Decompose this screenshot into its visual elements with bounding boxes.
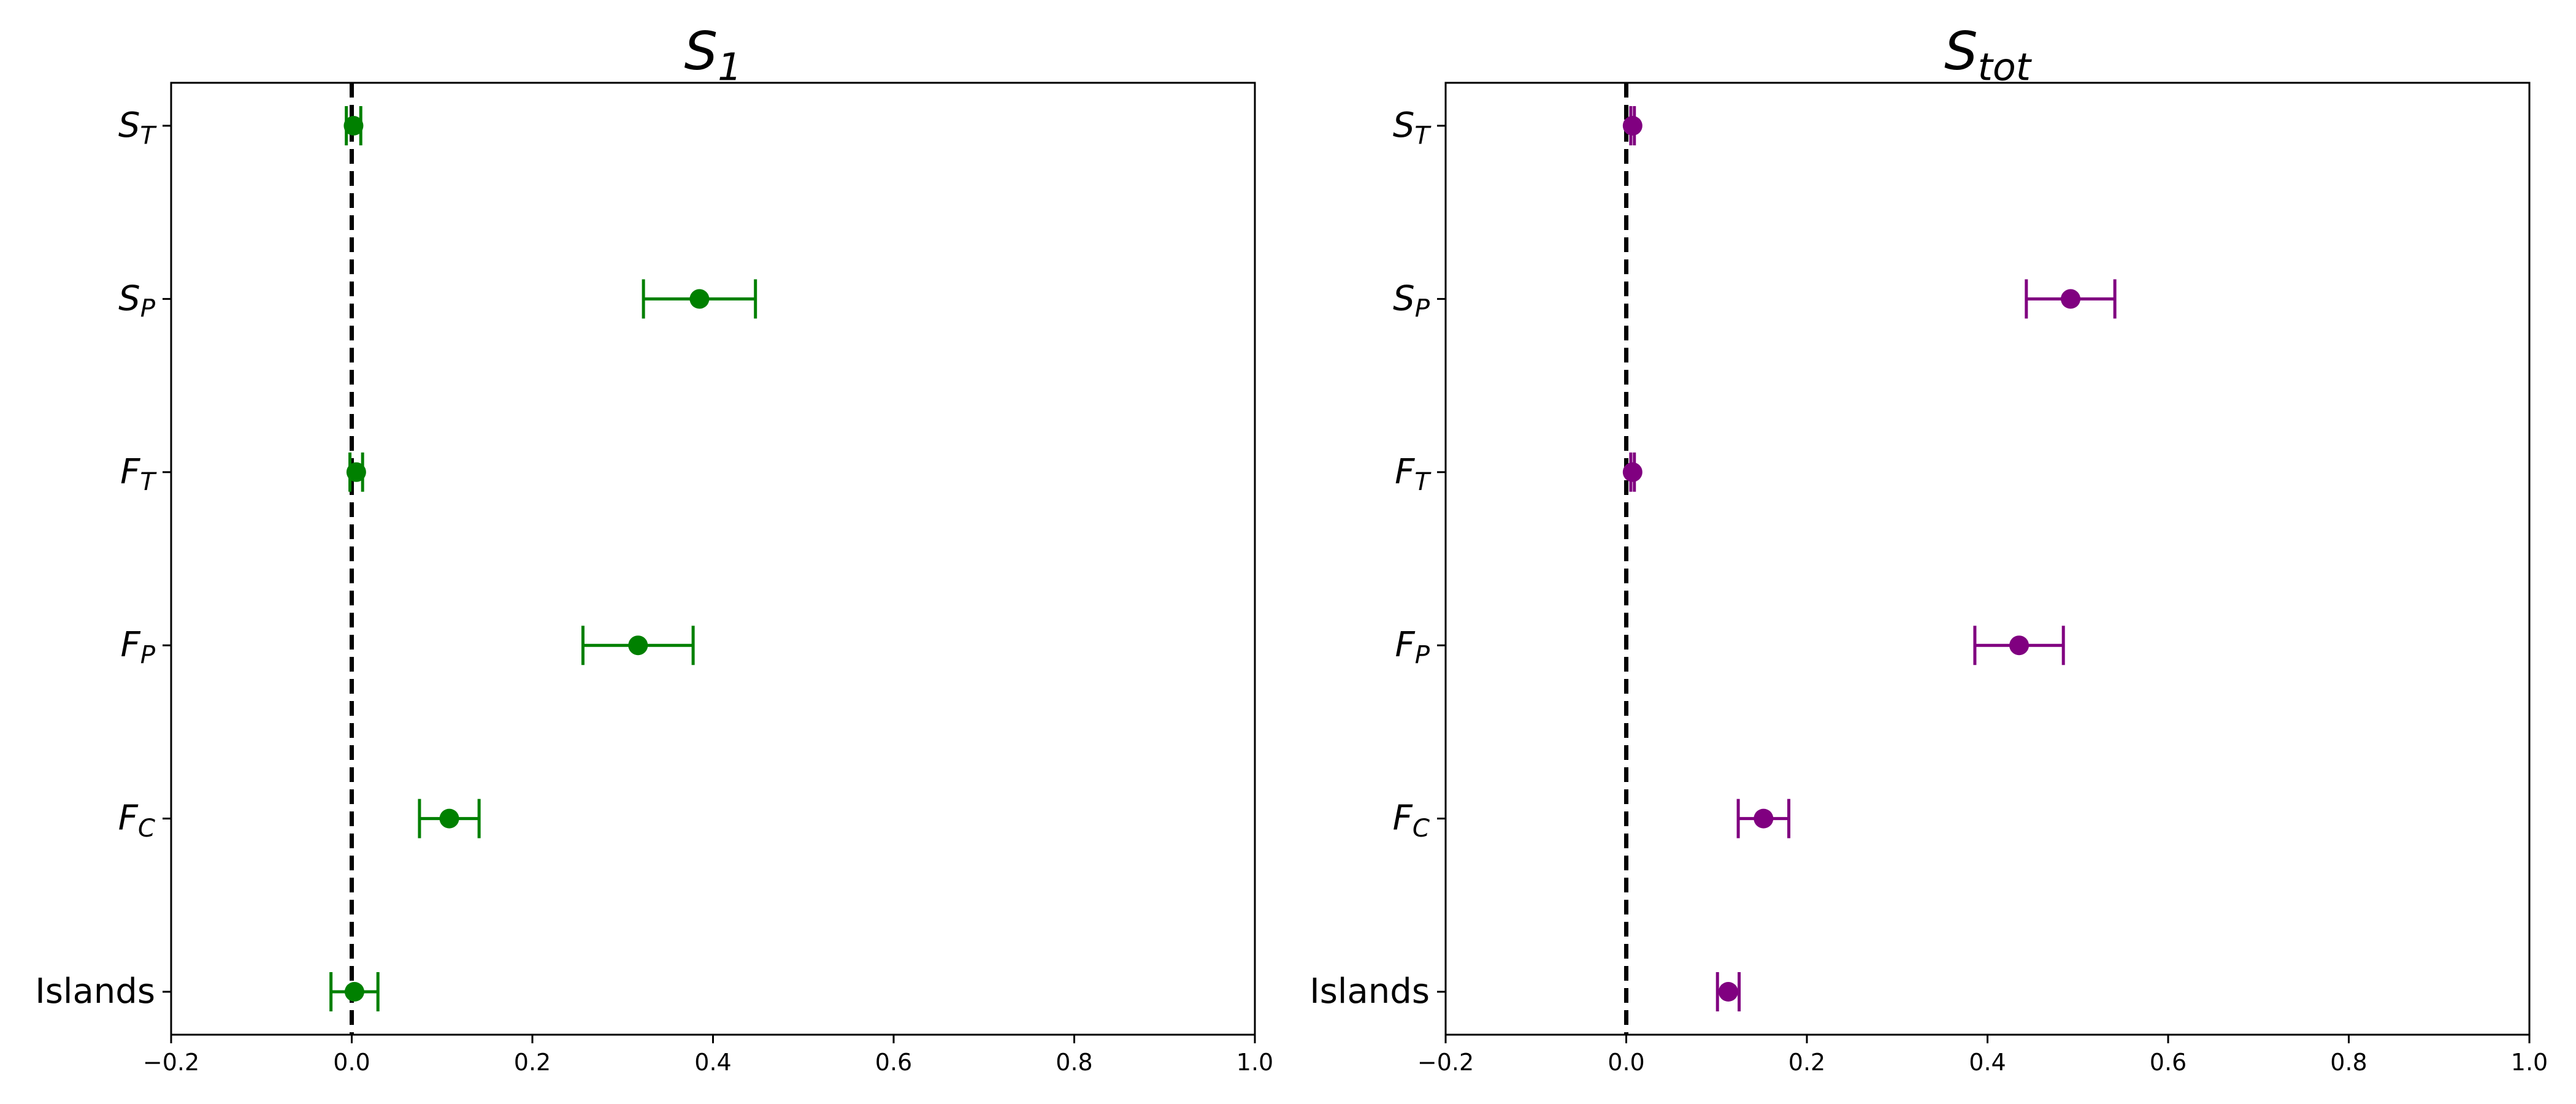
y-tick-label: FC	[1393, 799, 1430, 843]
y-tick-label-base: F	[1393, 799, 1413, 838]
y-tick-label: ST	[1393, 105, 1432, 150]
data-point	[689, 289, 710, 309]
x-tick-label: 1.0	[1236, 1049, 1273, 1076]
chart-title: Stot	[1944, 21, 2033, 89]
chart-title-base: S	[684, 21, 718, 82]
y-tick-label: Islands	[35, 972, 155, 1011]
y-tick-label-base: S	[118, 105, 140, 145]
y-tick-label-sub: P	[1415, 640, 1430, 669]
y-tick-label-base: S	[1393, 105, 1415, 145]
y-tick-label: FP	[120, 625, 155, 669]
y-tick-label: FP	[1395, 625, 1430, 669]
data-point-group	[1622, 452, 1643, 492]
y-tick-label: SP	[1393, 278, 1430, 323]
y-tick-label-sub: P	[1415, 294, 1430, 323]
chart-title-sub: 1	[718, 45, 742, 89]
plot-frame	[170, 82, 1256, 1036]
y-tick-label: FT	[120, 452, 157, 496]
x-tick-label: 0.6	[2150, 1049, 2187, 1076]
y-tick-label-sub: P	[140, 640, 156, 669]
panel-2: Stot−0.2 0.0 0.2 0.4 0.6 0.8 1.0STSPFTFPFCIsla…	[1309, 21, 2548, 1076]
chart-title-sub: tot	[1978, 45, 2033, 89]
y-tick-label-base: S	[1393, 278, 1415, 318]
y-tick-label: ST	[118, 105, 158, 150]
data-point	[346, 462, 366, 482]
y-tick-label-base: Islands	[1309, 972, 1430, 1011]
y-tick-label-base: F	[118, 799, 139, 838]
data-point-group	[581, 626, 695, 665]
x-tick-label: 0.0	[1608, 1049, 1644, 1076]
plot-frame	[1444, 82, 2531, 1036]
chart-title-base: S	[1944, 21, 1978, 82]
y-tick-label-sub: C	[138, 814, 156, 843]
y-tick-label-base: F	[1395, 625, 1415, 665]
y-tick-label: FC	[118, 799, 156, 843]
x-tick-label: −0.2	[143, 1049, 199, 1076]
y-tick-label-sub: P	[140, 294, 156, 323]
data-point	[2009, 635, 2030, 656]
data-point	[439, 808, 459, 829]
data-point-group	[1973, 626, 2065, 665]
data-point-group	[642, 279, 757, 319]
x-tick-label: −0.2	[1417, 1049, 1474, 1076]
x-tick-label: 0.2	[1788, 1049, 1825, 1076]
x-tick-label: 0.0	[333, 1049, 370, 1076]
y-tick-label-base: F	[1395, 452, 1415, 492]
x-tick-label: 0.8	[1056, 1049, 1092, 1076]
y-tick-label-base: F	[120, 625, 140, 665]
y-tick-label-base: S	[118, 278, 140, 318]
data-point-group	[1736, 799, 1791, 838]
x-tick-label: 0.4	[1969, 1049, 2006, 1076]
data-point	[1622, 462, 1643, 482]
panel-1: S1−0.2 0.0 0.2 0.4 0.6 0.8 1.0STSPFTFPFCIsland…	[35, 21, 1273, 1076]
data-point-group	[346, 452, 366, 492]
data-point-group	[329, 972, 380, 1011]
data-point	[628, 635, 648, 656]
y-tick-label-sub: T	[140, 467, 157, 496]
chart-title: S1	[684, 21, 742, 89]
data-point	[1622, 116, 1643, 136]
data-point	[1754, 808, 1774, 829]
x-tick-label: 1.0	[2511, 1049, 2548, 1076]
y-tick-label: FT	[1395, 452, 1432, 496]
y-tick-label: Islands	[1309, 972, 1430, 1011]
data-point-group	[1622, 106, 1643, 145]
data-point	[343, 116, 364, 136]
y-tick-label-sub: C	[1413, 814, 1430, 843]
y-tick-label-sub: T	[1414, 121, 1432, 150]
data-point-group	[343, 106, 364, 145]
y-tick-label-base: Islands	[35, 972, 155, 1011]
x-tick-label: 0.8	[2330, 1049, 2367, 1076]
y-tick-label: SP	[118, 278, 156, 323]
y-tick-label-base: F	[120, 452, 140, 492]
data-point	[2060, 289, 2080, 309]
y-tick-label-sub: T	[140, 121, 157, 150]
y-tick-label-sub: T	[1414, 467, 1432, 496]
data-point-group	[1715, 972, 1741, 1011]
x-tick-label: 0.6	[875, 1049, 912, 1076]
data-point	[344, 982, 364, 1002]
x-tick-label: 0.2	[514, 1049, 551, 1076]
x-tick-label: 0.4	[694, 1049, 731, 1076]
data-point	[1718, 982, 1738, 1002]
data-point-group	[418, 799, 481, 838]
data-point-group	[2025, 279, 2117, 319]
